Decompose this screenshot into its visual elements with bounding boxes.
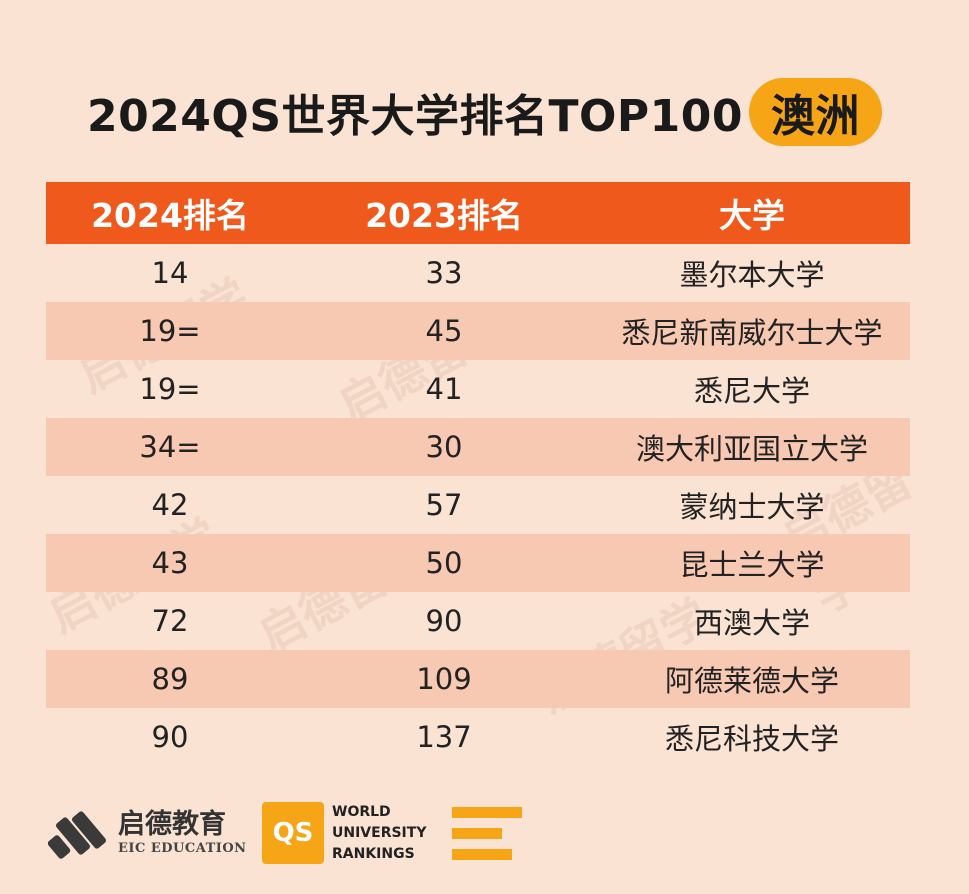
university-name: 悉尼大学 (693, 374, 810, 408)
rank-2024: 72 (151, 604, 189, 638)
rank-2024: 43 (151, 546, 189, 580)
table-row: 43 50 昆士兰大学 (46, 534, 910, 592)
table-row: 19= 45 悉尼新南威尔士大学 (46, 302, 910, 360)
university-name: 蒙纳士大学 (679, 490, 825, 524)
table-row: 89 109 阿德莱德大学 (46, 650, 910, 708)
title-main: 2024QS世界大学排名TOP100 (86, 91, 744, 142)
rank-2024: 42 (151, 488, 189, 522)
rank-2023: 33 (425, 256, 463, 290)
university-name: 昆士兰大学 (679, 548, 825, 582)
rank-2023: 137 (416, 720, 472, 754)
brand-logo: 启德教育 EIC EDUCATION (47, 800, 247, 864)
university-name: 墨尔本大学 (679, 258, 825, 292)
table-header: 2024排名 2023排名 大学 (46, 182, 910, 244)
header-rank-2023: 2023排名 (365, 196, 523, 235)
rank-2023: 41 (425, 372, 463, 406)
table-row: 42 57 蒙纳士大学 (46, 476, 910, 534)
table-row: 34= 30 澳大利亚国立大学 (46, 418, 910, 476)
page-title: 2024QS世界大学排名TOP100 澳洲 (0, 78, 969, 146)
header-rank-2024: 2024排名 (91, 196, 249, 235)
rank-2023: 90 (425, 604, 463, 638)
table-row: 72 90 西澳大学 (46, 592, 910, 650)
qs-word-world: WORLD (332, 804, 391, 820)
rank-2024: 14 (151, 256, 189, 290)
table-row: 90 137 悉尼科技大学 (46, 708, 910, 766)
eic-logo-icon (47, 802, 108, 862)
rank-2023: 45 (425, 314, 463, 348)
university-name: 阿德莱德大学 (664, 664, 839, 698)
brand-name-en: EIC EDUCATION (118, 840, 247, 856)
qs-bar (452, 848, 512, 860)
university-name: 西澳大学 (693, 606, 810, 640)
qs-bar (452, 806, 522, 818)
region-badge: 澳洲 (749, 78, 883, 146)
rank-2024: 34= (139, 430, 201, 464)
table-row: 14 33 墨尔本大学 (46, 244, 910, 302)
rank-2024: 19= (139, 314, 201, 348)
qs-line: UNIVERSITY (332, 823, 522, 844)
university-name: 悉尼科技大学 (664, 722, 839, 756)
qs-rankings-logo: QS WORLD UNIVERSITY RANKINGS (262, 800, 522, 866)
rank-2023: 57 (425, 488, 463, 522)
rank-2024: 90 (151, 720, 189, 754)
qs-line: RANKINGS (332, 844, 522, 865)
brand-text: 启德教育 EIC EDUCATION (118, 809, 247, 856)
brand-name-cn: 启德教育 (118, 808, 226, 840)
university-name: 澳大利亚国立大学 (635, 432, 868, 466)
qs-word-rankings: RANKINGS (332, 846, 415, 862)
qs-line: WORLD (332, 802, 522, 823)
qs-word-university: UNIVERSITY (332, 825, 427, 841)
rank-2024: 89 (151, 662, 189, 696)
rank-2024: 19= (139, 372, 201, 406)
qs-badge: QS (262, 802, 324, 864)
rank-2023: 109 (416, 662, 472, 696)
rank-2023: 30 (425, 430, 463, 464)
header-university: 大学 (719, 196, 785, 235)
table-body: 14 33 墨尔本大学 19= 45 悉尼新南威尔士大学 19= 41 悉尼大学… (46, 244, 910, 766)
rank-2023: 50 (425, 546, 463, 580)
qs-text: WORLD UNIVERSITY RANKINGS (332, 802, 522, 865)
university-name: 悉尼新南威尔士大学 (621, 316, 883, 350)
table-row: 19= 41 悉尼大学 (46, 360, 910, 418)
qs-bar (452, 827, 502, 839)
ranking-table: 2024排名 2023排名 大学 14 33 墨尔本大学 19= 45 悉尼新南… (46, 182, 910, 766)
